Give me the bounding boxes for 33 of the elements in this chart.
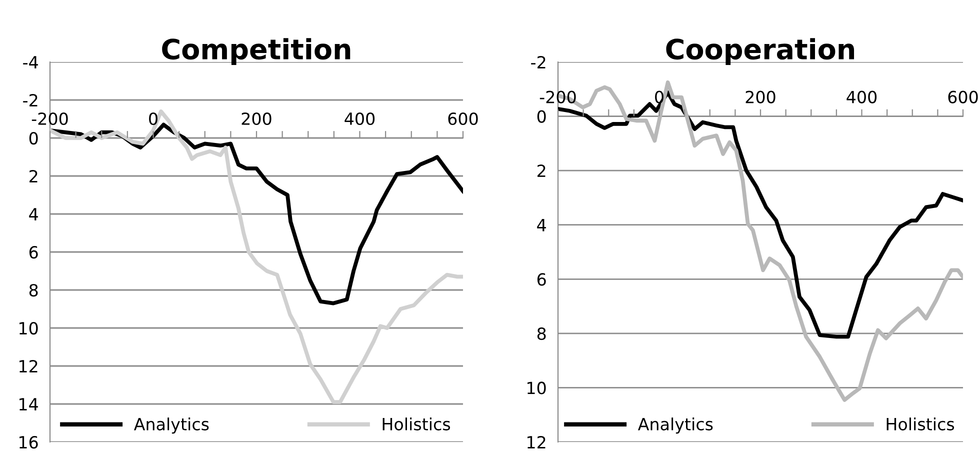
x-tick-label: -200 xyxy=(540,90,576,104)
y-tick-label: 6 xyxy=(537,273,546,286)
legend-label: Holistics xyxy=(382,418,450,430)
y-tick-label: 14 xyxy=(20,398,38,410)
x-tick-label: 600 xyxy=(448,112,478,126)
x-tick-label: 200 xyxy=(242,112,272,126)
y-tick-label: 6 xyxy=(29,246,38,259)
x-tick-label: 200 xyxy=(746,90,776,104)
y-tick-label: 16 xyxy=(20,436,38,449)
y-tick-label: 12 xyxy=(528,436,546,448)
y-tick-label: -2 xyxy=(23,94,38,106)
y-tick-label: 8 xyxy=(29,284,38,297)
y-tick-label: 4 xyxy=(29,208,38,220)
y-tick-label: 4 xyxy=(537,219,546,232)
y-tick-label: 0 xyxy=(29,132,38,145)
y-tick-label: 2 xyxy=(538,164,546,177)
legend-label: Analytics xyxy=(638,418,713,434)
y-tick-label: -4 xyxy=(23,56,38,68)
y-tick-label: 10 xyxy=(20,322,38,335)
x-tick-label: 400 xyxy=(846,90,877,104)
x-tick-label: 0 xyxy=(149,112,158,126)
chart-title: Competition xyxy=(162,38,350,65)
legend-label: Analytics xyxy=(134,418,209,434)
y-tick-label: -2 xyxy=(531,56,546,68)
chart-title: Cooperation xyxy=(666,38,854,65)
y-tick-label: 10 xyxy=(528,382,546,394)
legend-label: Holistics xyxy=(886,418,954,430)
y-tick-label: 12 xyxy=(20,360,38,372)
x-tick-label: 400 xyxy=(344,112,375,126)
y-tick-label: 8 xyxy=(537,327,546,340)
x-tick-label: -200 xyxy=(32,112,68,126)
y-tick-label: 2 xyxy=(30,170,38,182)
x-tick-label: 600 xyxy=(948,90,978,104)
